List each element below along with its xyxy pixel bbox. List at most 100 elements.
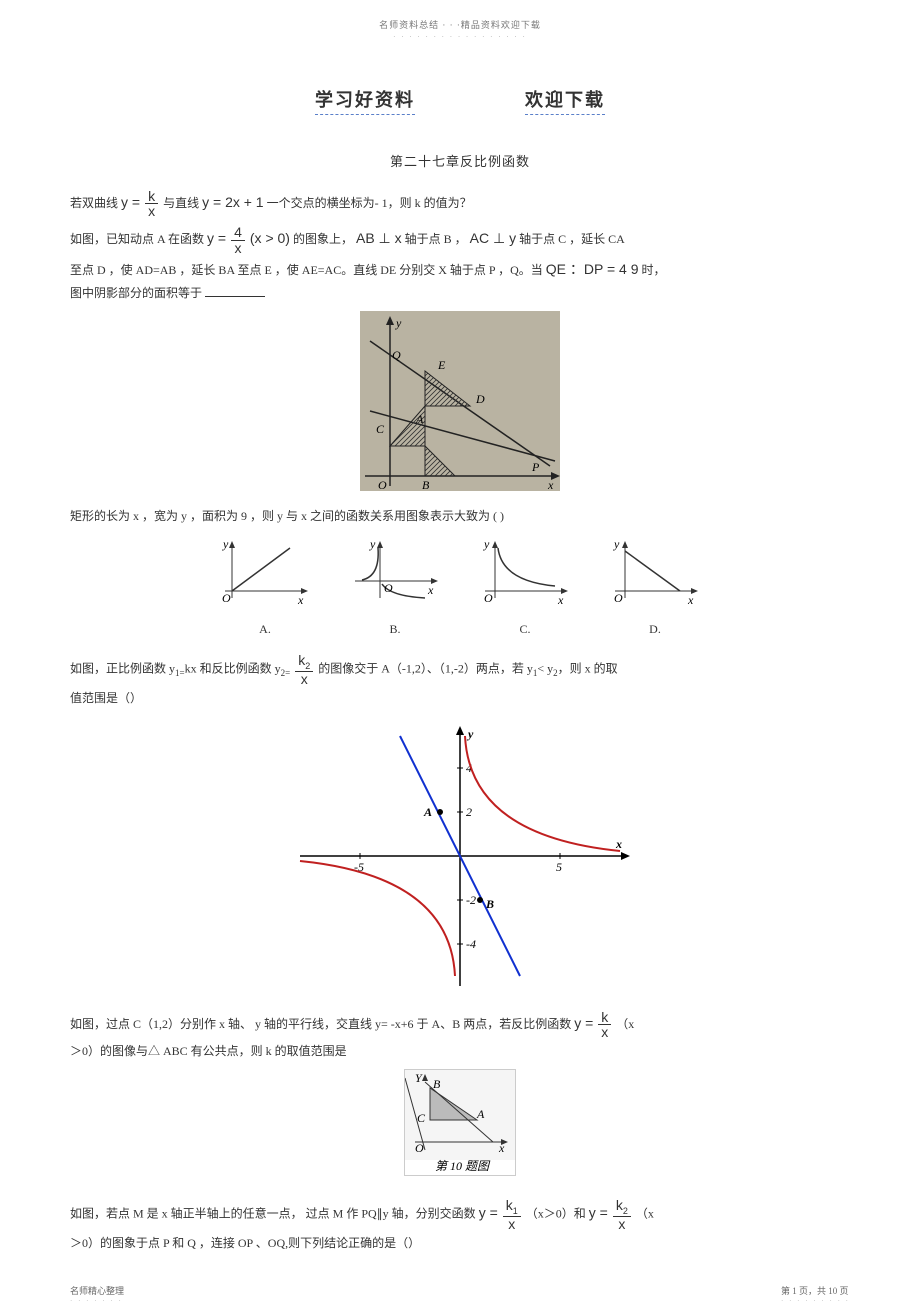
option-c-svg: y x O [480,536,570,611]
svg-text:y: y [466,727,474,741]
svg-text:-4: -4 [466,937,476,951]
q1-frac: k x [145,189,158,219]
svg-text:y: y [369,537,376,551]
fig1-y: y [395,316,402,330]
q6-cond2: （x [636,1206,654,1220]
q6-frac2: k2 x [613,1198,631,1232]
page-footer: 名师精心整理 · · · · · · · 第 1 页，共 10 页 · · · … [0,1284,920,1305]
q4-s1: 1= [175,668,185,678]
title-left: 学习好资料 [315,86,415,115]
footer-right: 第 1 页，共 10 页 [781,1284,850,1297]
title-right: 欢迎下载 [525,86,605,115]
q2-frac: 4 x [231,225,245,255]
svg-text:-2: -2 [466,893,476,907]
q3-text: 矩形的长为 x ，宽为 y ，面积为 9 ，则 y 与 x 之间的函数关系用图象… [70,509,504,523]
svg-text:O: O [384,581,393,595]
option-a-svg: y x O [220,536,310,611]
q4-lt: < y [537,662,553,676]
q5-lhs: y = [574,1015,593,1031]
svg-text:y: y [613,537,620,551]
svg-text:O: O [222,591,231,605]
option-c: y x O C. [480,536,570,642]
figure-3-svg: -5 5 4 2 -2 -4 A B x y [280,716,640,996]
q2-frac-den: x [231,241,244,256]
fig1-Q: Q [392,348,401,362]
content-body: 第二十七章反比例函数 若双曲线 y = k x 与直线 y = 2x + 1 一… [70,150,850,1254]
option-a-label: A. [220,618,310,641]
fig1-x: x [547,478,554,491]
q6-num1: k1 [503,1198,521,1217]
q4-frac-num: k2 [295,653,313,672]
q5-den: x [598,1025,611,1040]
fig1-O: O [378,478,387,491]
q1-text-c: 一个交点的横坐标为‐ 1，则 k 的值为？ [267,196,472,210]
svg-text:C: C [417,1111,426,1125]
q4-l2: 值范围是（） [70,691,142,705]
q4-s2: 2= [281,668,291,678]
option-b-svg: y x O [350,536,440,611]
svg-text:x: x [615,837,622,851]
q6-cond1: （x＞0）和 [526,1206,589,1220]
q1-eq1-lhs: y = [121,194,140,210]
svg-text:x: x [557,593,564,607]
q2-ab: AB ⊥ x [356,230,402,246]
svg-text:第 10 题图: 第 10 题图 [435,1159,491,1173]
q4-frac: k2 x [295,653,313,687]
option-a: y x O A. [220,536,310,642]
q6-num2: k2 [613,1198,631,1217]
header-text: 名师资料总结 · · ·精品资料欢迎下载 [379,20,541,30]
svg-text:2: 2 [466,805,472,819]
footer-right-wrap: 第 1 页，共 10 页 · · · · · · · · · [781,1284,850,1305]
svg-text:x: x [687,593,694,607]
question-5: 如图，过点 C（1,2）分别作 x 轴、 y 轴的平行线，交直线 y= ‐x+6… [70,1010,850,1063]
doc-header: 名师资料总结 · · ·精品资料欢迎下载 · · · · · · · · · ·… [0,0,920,41]
q2-ratio: QE ：DP = 4 9 [546,261,639,277]
question-4: 如图，正比例函数 y1=kx 和反比例函数 y2= k2 x 的图像交于 A（‐… [70,653,850,710]
question-6: 如图，若点 M 是 x 轴正半轴上的任意一点， 过点 M 作 PQ∥y 轴，分别… [70,1198,850,1255]
question-2: 如图，已知动点 A 在函数 y = 4 x (x > 0) 的图象上， AB ⊥… [70,225,850,305]
q6-a: 如图，若点 M 是 x 轴正半轴上的任意一点， 过点 M 作 PQ∥y 轴，分别… [70,1206,479,1220]
q6-eq2-lhs: y = [589,1204,608,1220]
svg-text:B: B [433,1077,441,1091]
figure-1-svg: y Q E D C A O B P x [360,311,560,491]
q6-eq1-lhs: y = [479,1204,498,1220]
q4-d: ，则 x 的取 [558,662,618,676]
q6-frac1: k1 x [503,1198,521,1232]
q2-l2end: 时， [642,263,666,277]
q1-text-b: 与直线 [163,196,202,210]
q2-l1c: 轴于点 B ， [405,232,470,246]
fig1-P: P [531,460,540,474]
option-d-svg: y x O [610,536,700,611]
q6-den2: x [615,1217,628,1232]
q4-frac-den: x [298,672,311,687]
footer-left: 名师精心整理 [70,1284,124,1297]
q2-frac-num: 4 [231,225,245,241]
svg-text:B: B [485,897,494,911]
option-c-label: C. [480,618,570,641]
q4-c: 的图像交于 A（‐1,2）、（1,‐2）两点，若 y [318,662,533,676]
q5-frac: k x [598,1010,611,1040]
q5-a: 如图，过点 C（1,2）分别作 x 轴、 y 轴的平行线，交直线 y= ‐x+6… [70,1017,574,1031]
q6-den1: x [505,1217,518,1232]
title-row: 学习好资料 欢迎下载 [0,86,920,115]
footer-left-wrap: 名师精心整理 · · · · · · · [70,1284,124,1305]
q2-l1a: 如图，已知动点 A 在函数 [70,232,207,246]
options-figure-row: y x O A. y x O B. [70,536,850,642]
fig1-C: C [376,422,385,436]
q2-ac: AC ⊥ y [470,230,516,246]
q6-l2: ＞0）的图象于点 P 和 Q ，连接 OP 、OQ,则下列结论正确的是（） [70,1236,420,1250]
q2-cond: (x > 0) [250,230,290,246]
q1-eq2: y = 2x + 1 [202,194,263,210]
fig1-E: E [437,358,446,372]
option-d: y x O D. [610,536,700,642]
svg-text:A: A [423,805,432,819]
q5-b: （x [616,1017,634,1031]
q2-l2: 至点 D ，使 AD=AB ，延长 BA 至点 E ，使 AE=AC。直线 DE… [70,263,546,277]
question-3: 矩形的长为 x ，宽为 y ，面积为 9 ，则 y 与 x 之间的函数关系用图象… [70,505,850,528]
q2-blank [205,286,265,297]
fig1-B: B [422,478,430,491]
q5-num: k [598,1010,611,1026]
q1-frac-num: k [145,189,158,205]
figure-4-svg: Y B A C O x 第 10 题图 [404,1069,516,1176]
option-b-label: B. [350,618,440,641]
